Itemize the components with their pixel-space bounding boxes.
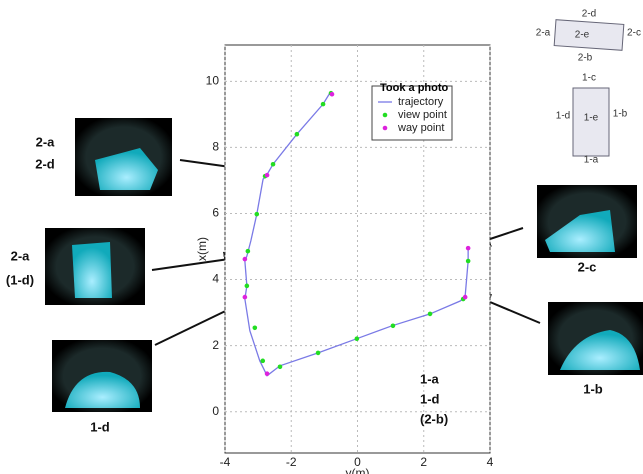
photo-label: 1-a (420, 371, 440, 386)
photo-label: (2-b) (420, 411, 448, 426)
photo-label: 2-a (36, 134, 56, 149)
y-tick-label: 8 (212, 140, 219, 154)
point (265, 371, 270, 376)
y-tick-label: 4 (212, 272, 219, 286)
photo-label: (1-d) (6, 272, 34, 287)
x-tick-label: 2 (420, 455, 427, 469)
point (271, 162, 276, 167)
point (428, 312, 433, 317)
photo-label: 1-d (90, 419, 110, 434)
point (466, 246, 471, 251)
photo-label: 2-d (35, 156, 55, 171)
legend-title: Took a photo (380, 82, 449, 94)
legend-swatch (383, 113, 388, 118)
point (246, 249, 251, 254)
point (355, 336, 360, 341)
point (316, 351, 321, 356)
x-axis-label: y(m) (346, 466, 370, 474)
photo-label: 1-b (583, 381, 603, 396)
legend-label: way point (397, 122, 444, 134)
y-axis-label: x(m) (195, 237, 209, 261)
figure: -4-20240246810y(m)x(m)Took a phototrajec… (0, 0, 643, 474)
photo-label: 1-d (420, 391, 440, 406)
point (391, 324, 396, 329)
room-label: 1-a (584, 155, 599, 166)
point (463, 295, 468, 300)
point (330, 92, 335, 97)
legend-swatch (383, 126, 388, 131)
y-tick-label: 2 (212, 338, 219, 352)
point (253, 325, 258, 330)
photo-label: 2-c (578, 259, 597, 274)
room-label: 1-d (556, 111, 570, 122)
point (254, 212, 259, 217)
room-label: 2-b (578, 53, 593, 64)
x-tick-label: -4 (220, 455, 231, 469)
room-label: 2-e (575, 30, 590, 41)
y-tick-label: 0 (212, 404, 219, 418)
legend-label: view point (398, 109, 447, 121)
room-label: 2-c (627, 28, 641, 39)
arrow (152, 258, 236, 270)
photo-label: 2-a (11, 248, 31, 263)
y-tick-label: 10 (206, 74, 220, 88)
point (260, 359, 265, 364)
legend-label: trajectory (398, 96, 444, 108)
x-tick-label: -2 (286, 455, 297, 469)
room-label: 2-a (536, 28, 551, 39)
room-label: 1-b (613, 109, 628, 120)
photo (537, 185, 637, 258)
photo (548, 302, 643, 375)
photo (45, 228, 145, 305)
room-label: 2-d (582, 9, 596, 20)
point (265, 173, 270, 178)
room-label: 1-c (582, 73, 596, 84)
photo (75, 118, 172, 196)
point (245, 284, 250, 289)
y-tick-label: 6 (212, 206, 219, 220)
point (278, 364, 283, 369)
point (295, 132, 300, 137)
room-label: 1-e (584, 113, 599, 124)
photo (52, 340, 152, 412)
point (466, 259, 471, 264)
point (243, 295, 248, 300)
point (243, 257, 248, 262)
x-tick-label: 4 (487, 455, 494, 469)
point (321, 102, 326, 107)
